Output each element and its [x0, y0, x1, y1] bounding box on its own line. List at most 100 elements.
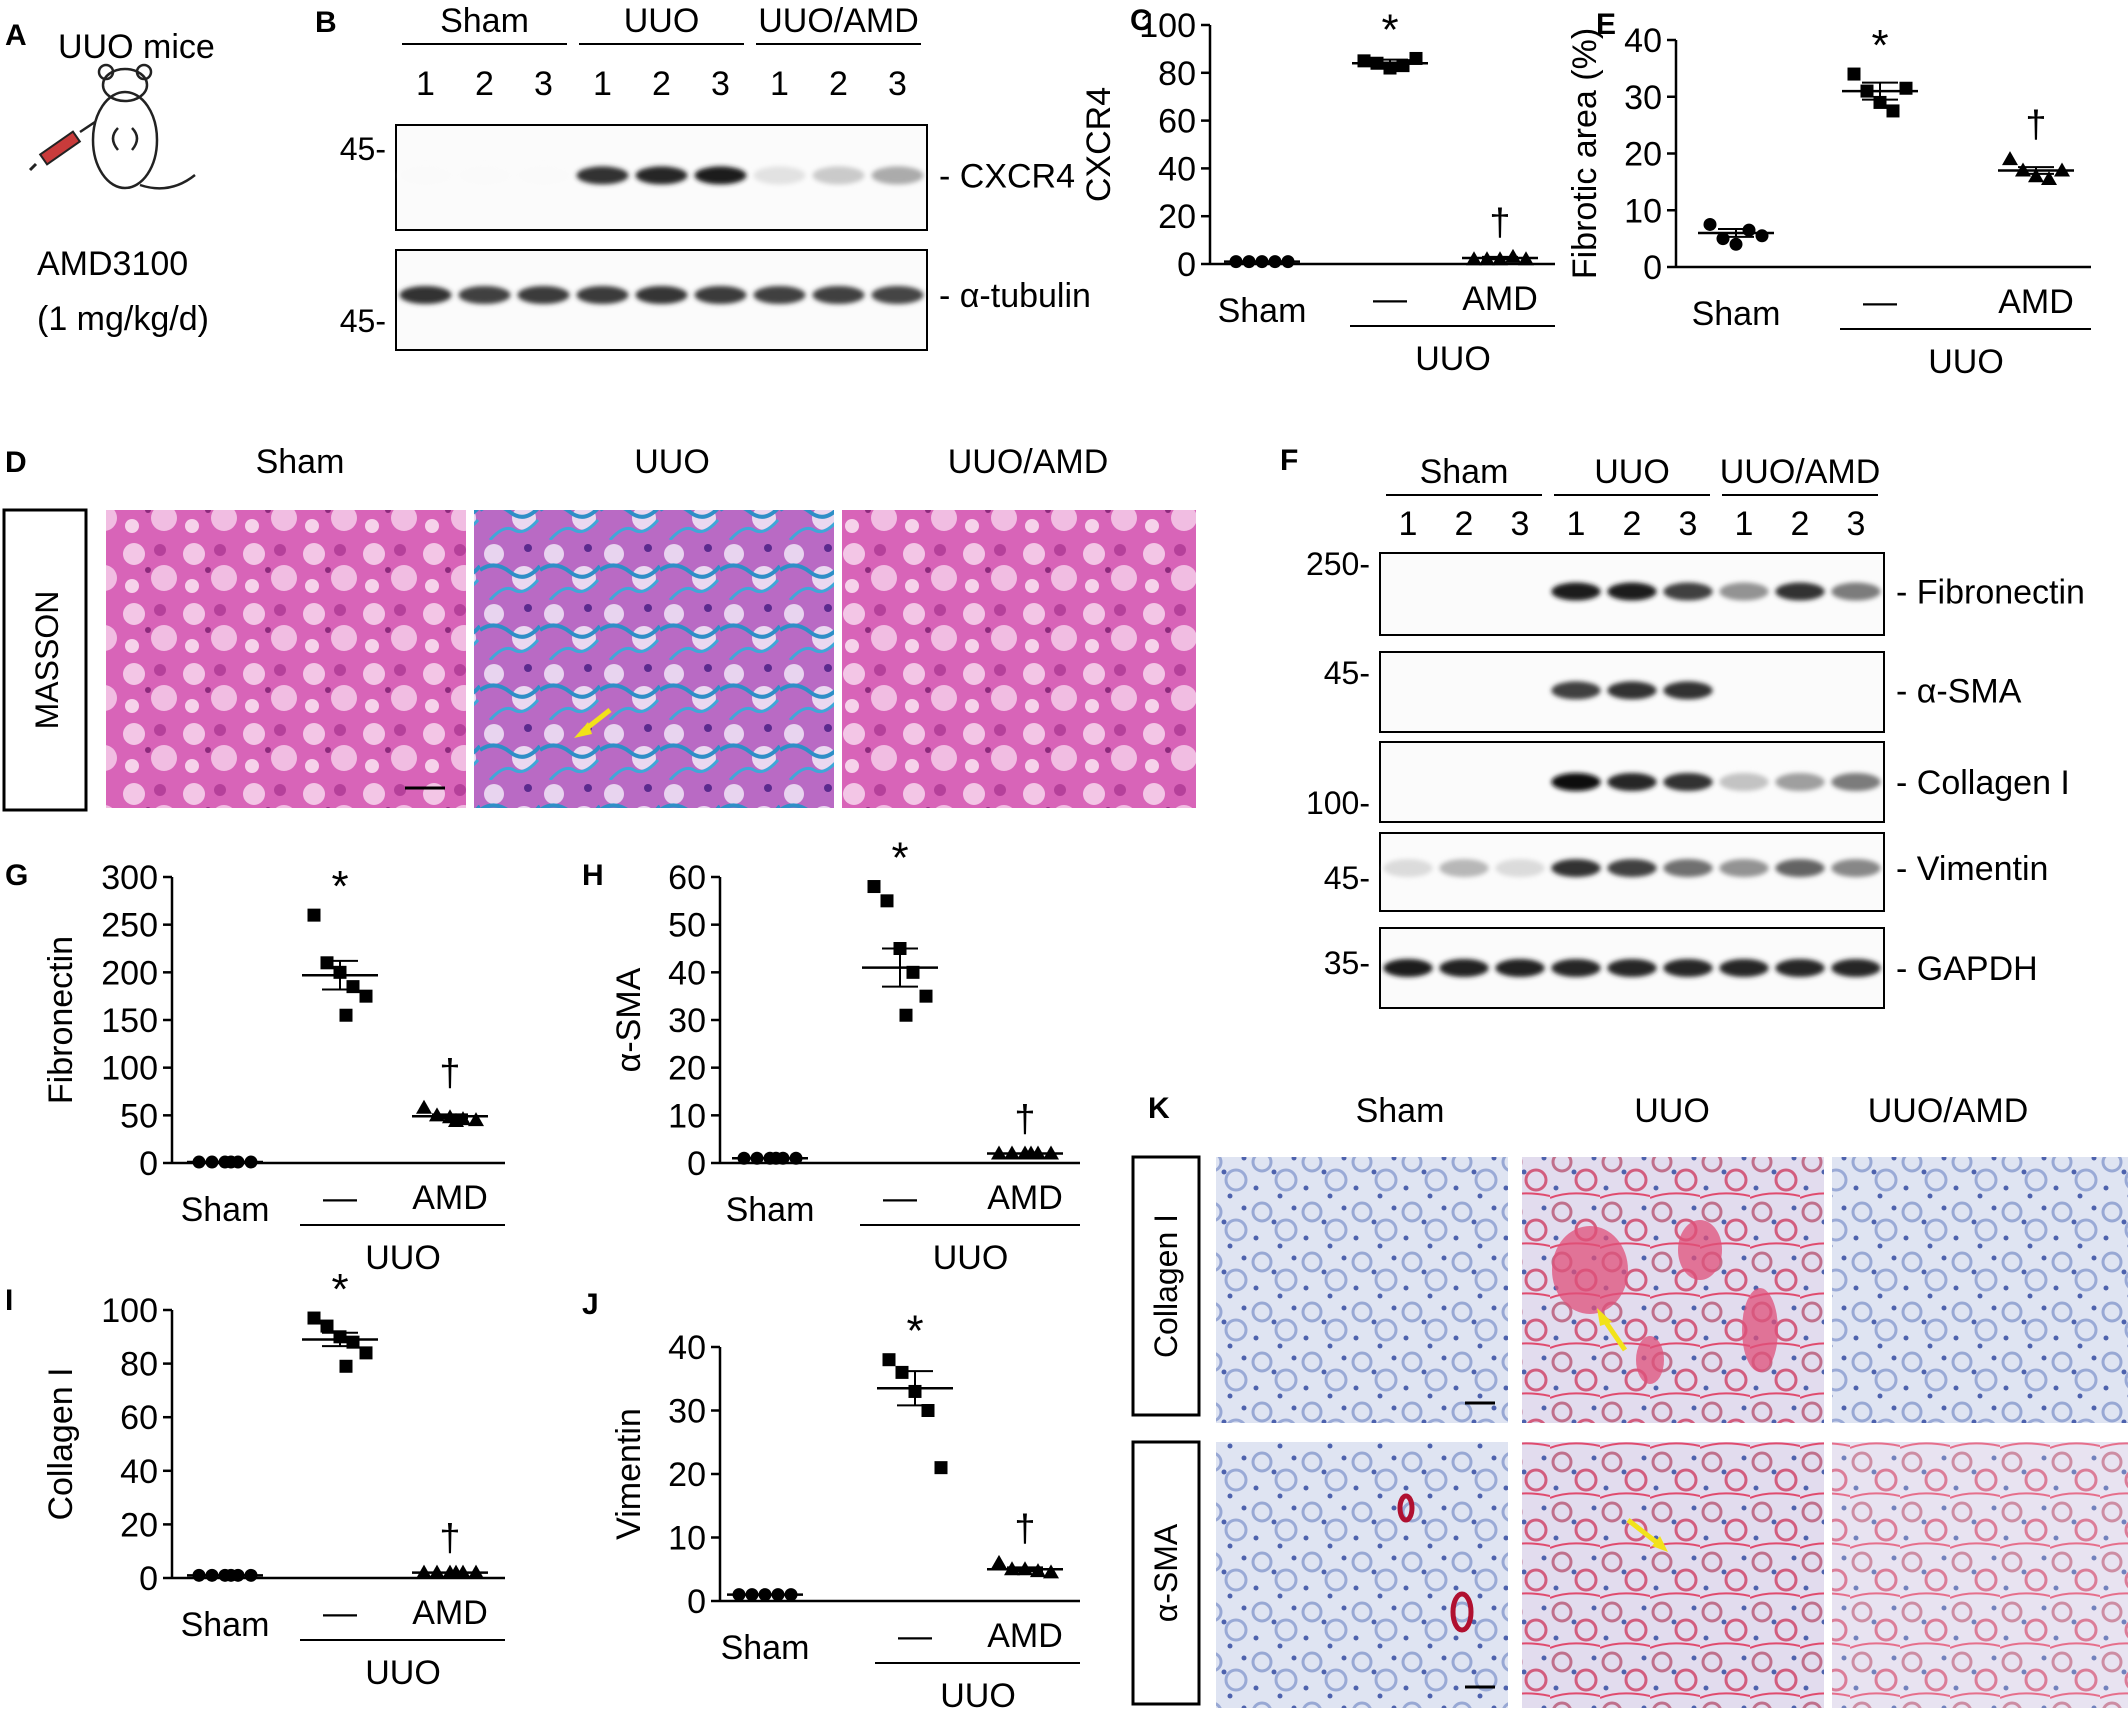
blot-band	[1663, 681, 1713, 700]
y-tick-label: 100	[101, 1050, 158, 1088]
panel-k-row2-label: α-SMA	[1148, 1523, 1184, 1622]
panel-k-row1-box	[1131, 1155, 1201, 1417]
y-tick-label: 100	[1139, 7, 1196, 45]
x-group-label: UUO	[933, 1239, 1009, 1277]
significance-star: *	[1871, 21, 1888, 70]
y-tick-label: 60	[668, 859, 706, 897]
blot-band	[1551, 773, 1601, 791]
y-tick-label: 150	[101, 1002, 158, 1040]
blot-band	[1383, 959, 1433, 977]
data-point-circle	[1755, 229, 1769, 243]
group-label: UUO	[624, 2, 700, 40]
band-label: - Collagen I	[1896, 764, 2070, 802]
panel-k-row1-label: Collagen I	[1148, 1214, 1184, 1358]
mw-marker: 250-	[1306, 546, 1370, 582]
panel-letter: C	[1130, 4, 1152, 37]
panel-letter: G	[5, 859, 28, 892]
x-tick-label-vehicle: —	[1863, 283, 1897, 321]
y-tick-label: 10	[668, 1520, 706, 1558]
panel-d-col-sham: Sham	[256, 443, 345, 481]
blot-band	[1775, 959, 1825, 977]
scatter-panel-j: J 0 10 20 30 40 Vimentin Sham — AMD UUO * †	[582, 1288, 1080, 1712]
y-tick-label: 0	[139, 1145, 158, 1183]
y-tick-label: 0	[687, 1583, 706, 1621]
y-tick-label: 20	[120, 1506, 158, 1544]
significance-dagger: †	[2025, 104, 2046, 146]
blot-band	[812, 166, 865, 185]
blot-band	[1719, 859, 1769, 878]
group-label: UUO	[1594, 453, 1670, 491]
data-point-square	[1396, 59, 1410, 73]
panel-d-col-uuo: UUO	[634, 443, 710, 481]
lane-number: 3	[534, 65, 553, 103]
y-axis-label: Fibrotic area (%)	[1566, 28, 1604, 279]
blot-band	[1831, 582, 1881, 601]
panel-d-stain-box	[2, 508, 88, 812]
blot-band	[1607, 859, 1657, 878]
y-tick-label: 40	[1624, 22, 1662, 60]
ihc-sma-uuo	[1522, 1442, 1824, 1708]
data-point-triangle	[416, 1099, 432, 1114]
scatter-panel-h: H 0 10 20 30 40 50 60 α-SMA Sham — AMD UUO * †	[582, 834, 1080, 1277]
mw-marker: 45-	[1324, 860, 1370, 896]
data-point-circle	[1703, 217, 1717, 231]
y-tick-label: 80	[1158, 55, 1196, 93]
y-axis-label: Fibronectin	[42, 936, 80, 1104]
data-point-triangle	[448, 1113, 464, 1128]
data-point-square	[359, 1346, 373, 1360]
lane-number: 3	[711, 65, 730, 103]
x-tick-label-amd: AMD	[987, 1179, 1063, 1217]
blot-band	[1775, 773, 1825, 791]
syringe-icon	[28, 120, 96, 172]
lane-number: 2	[1455, 505, 1474, 543]
y-tick-label: 0	[1643, 249, 1662, 287]
blot-band	[635, 166, 688, 185]
x-group-label: UUO	[940, 1677, 1016, 1712]
data-point-triangle	[2041, 171, 2057, 186]
data-point-square	[359, 989, 373, 1003]
lane-number: 2	[1791, 505, 1810, 543]
blot-band	[399, 286, 452, 304]
y-tick-label: 10	[1624, 192, 1662, 230]
significance-dagger: †	[1489, 202, 1510, 244]
x-tick-label-vehicle: —	[1373, 280, 1407, 318]
y-tick-label: 80	[120, 1346, 158, 1384]
band-label: - Fibronectin	[1896, 574, 2085, 612]
x-tick-label-amd: AMD	[412, 1594, 488, 1632]
panel-letter-f: F	[1280, 444, 1298, 477]
data-point-circle	[1729, 237, 1743, 251]
y-axis-label: Collagen I	[42, 1367, 80, 1520]
blot-band	[1383, 859, 1433, 878]
mouse-icon	[91, 63, 196, 190]
x-tick-label-sham: Sham	[721, 1629, 810, 1667]
significance-star: *	[1381, 5, 1398, 54]
arrow-icon	[1597, 1308, 1628, 1352]
panel-letter-k: K	[1148, 1092, 1170, 1125]
data-point-triangle	[2002, 151, 2018, 166]
data-point-circle	[1716, 232, 1730, 246]
blot-band	[517, 166, 570, 185]
y-tick-label: 20	[668, 1456, 706, 1494]
y-tick-label: 30	[1624, 79, 1662, 117]
band-label: - CXCR4	[939, 157, 1075, 195]
data-point-square	[339, 1008, 353, 1022]
data-point-square	[895, 1365, 909, 1379]
y-tick-label: 0	[687, 1145, 706, 1183]
significance-star: *	[891, 834, 908, 883]
data-point-triangle	[2028, 168, 2044, 183]
scatter-panel-c: C 0 20 40 60 80 100 CXCR4 Sham — AMD UUO * †	[1080, 4, 1555, 378]
y-tick-label: 0	[1177, 246, 1196, 284]
lane-number: 1	[1399, 505, 1418, 543]
significance-star: *	[331, 1265, 348, 1314]
blot-band	[694, 286, 747, 304]
lane-number: 2	[1623, 505, 1642, 543]
y-tick-label: 250	[101, 907, 158, 945]
blot-band	[812, 286, 865, 304]
blot-band	[517, 286, 570, 304]
x-tick-label-amd: AMD	[987, 1617, 1063, 1655]
panel-letter: I	[5, 1284, 13, 1317]
lane-number: 1	[416, 65, 435, 103]
panel-k-col-uuo: UUO	[1634, 1092, 1710, 1130]
blot-band	[576, 286, 629, 304]
